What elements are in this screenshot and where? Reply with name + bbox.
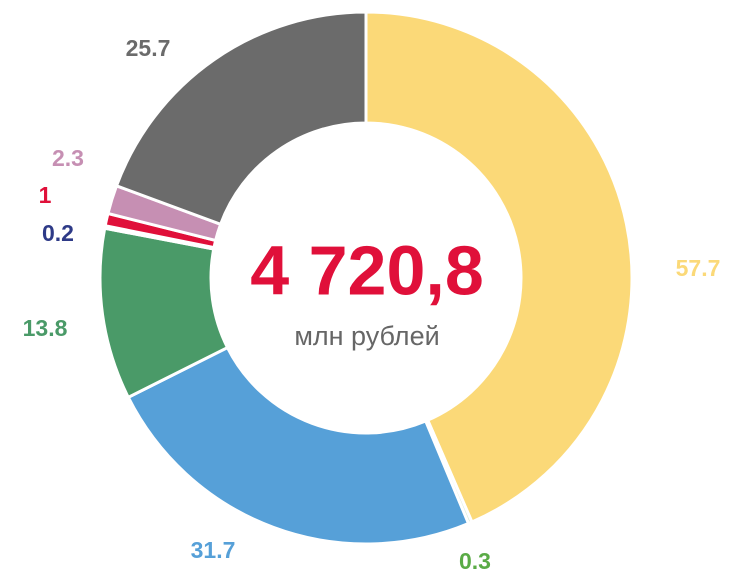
data-label: 1 <box>39 182 52 208</box>
data-label: 25.7 <box>126 35 171 61</box>
data-label: 57.7 <box>676 255 721 281</box>
data-label: 13.8 <box>23 315 68 341</box>
slice <box>114 10 368 227</box>
data-label: 2.3 <box>52 145 84 171</box>
slice <box>364 10 634 524</box>
center-label: 4 720,8 <box>250 231 484 309</box>
center-sublabel: млн рублей <box>294 321 439 351</box>
data-label: 31.7 <box>191 537 236 563</box>
data-label: 0.3 <box>459 548 491 574</box>
slice <box>126 345 471 546</box>
data-label: 0.2 <box>42 220 74 246</box>
